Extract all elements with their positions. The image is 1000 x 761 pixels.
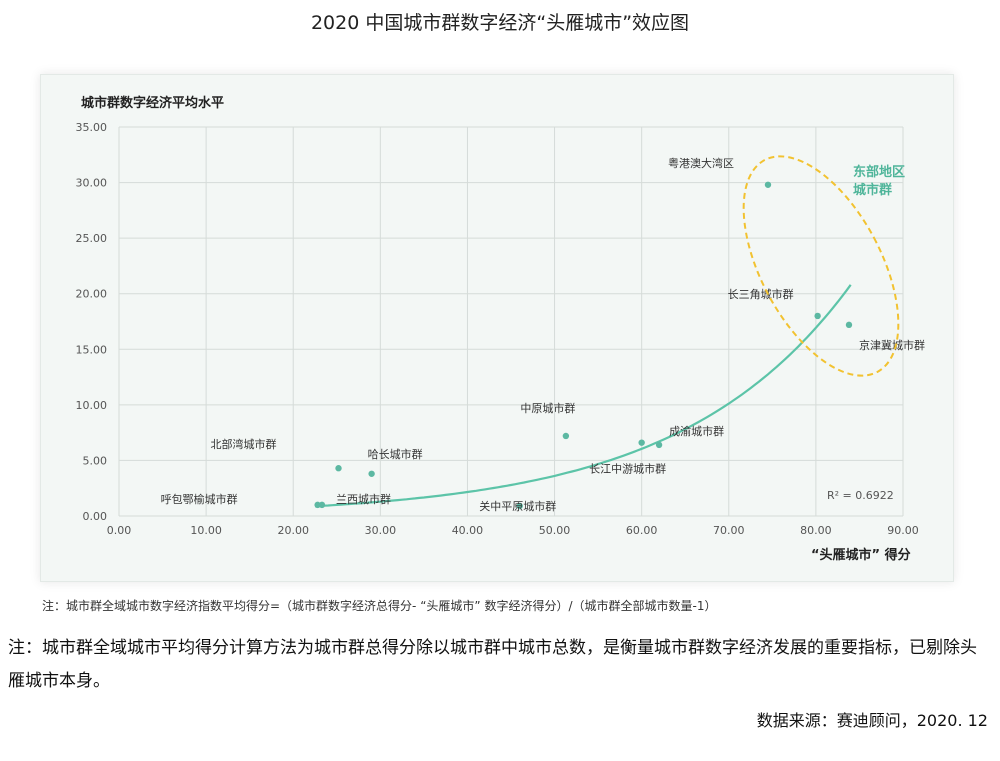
chart-note: 注：城市群全域城市数字经济指数平均得分=（城市群数字经济总得分- “头雁城市” …	[42, 599, 717, 613]
x-tick-label: 50.00	[539, 524, 571, 537]
point-label: 长江中游城市群	[589, 462, 666, 476]
trend-line	[314, 284, 852, 508]
x-tick-label: 40.00	[452, 524, 484, 537]
data-point	[655, 441, 663, 449]
point-label: 兰西城市群	[336, 492, 391, 506]
point-label: 呼包鄂榆城市群	[161, 492, 238, 506]
y-tick-label: 15.00	[76, 343, 108, 356]
tick-layer: 0.00 10.00 20.00 30.00 40.00 50.00 60.00 70.00 8…	[76, 121, 919, 537]
data-point	[562, 432, 570, 440]
y-tick-label: 20.00	[76, 288, 108, 301]
data-point	[638, 439, 645, 446]
data-point	[764, 181, 772, 188]
data-point	[845, 321, 853, 329]
east-region-ellipse	[742, 155, 900, 377]
data-point	[516, 502, 523, 510]
y-tick-label: 5.00	[83, 454, 108, 467]
x-tick-label: 70.00	[713, 524, 745, 537]
data-point	[314, 501, 321, 509]
x-tick-label: 80.00	[800, 524, 832, 537]
page-title: 2020 中国城市群数字经济“头雁城市”效应图	[310, 12, 690, 34]
chart-svg: 0.00 10.00 20.00 30.00 40.00 50.00 60.00 70.00 8…	[76, 95, 925, 563]
x-tick-label: 30.00	[365, 524, 397, 537]
r2-label: R² = 0.6922	[827, 489, 894, 502]
data-point	[335, 465, 342, 472]
east-region-label-line2: 城市群	[853, 182, 892, 198]
y-axis-title: 城市群数字经济平均水平	[81, 95, 224, 111]
point-label: 京津冀城市群	[859, 338, 925, 352]
data-point	[814, 312, 821, 320]
point-label: 成渝城市群	[669, 424, 724, 438]
y-tick-label: 0.00	[83, 510, 108, 523]
y-tick-label: 25.00	[76, 232, 108, 245]
x-axis-title: “头雁城市” 得分	[811, 547, 911, 563]
point-label: 长三角城市群	[728, 287, 794, 301]
point-label: 中原城市群	[520, 401, 575, 415]
x-tick-label: 20.00	[277, 524, 309, 537]
data-point	[368, 470, 375, 477]
point-label: 北部湾城市群	[211, 437, 277, 451]
y-tick-label: 35.00	[76, 121, 108, 134]
point-label: 关中平原城市群	[479, 499, 556, 513]
chart-card: 0.00 10.00 20.00 30.00 40.00 50.00 60.00 70.00 8…	[40, 74, 954, 582]
data-source: 数据来源：赛迪顾问，2020. 12	[756, 711, 988, 730]
y-tick-label: 30.00	[76, 177, 108, 190]
x-tick-label: 0.00	[107, 524, 132, 537]
grid-layer	[118, 126, 904, 517]
point-label: 哈长城市群	[368, 447, 423, 461]
x-tick-label: 10.00	[190, 524, 222, 537]
y-tick-label: 10.00	[76, 399, 108, 412]
x-tick-label: 90.00	[887, 524, 919, 537]
x-tick-label: 60.00	[626, 524, 658, 537]
footnote: 注：城市群全域城市平均得分计算方法为城市群总得分除以城市群中城市总数，是衡量城市…	[8, 638, 977, 691]
point-layer	[314, 181, 853, 510]
east-region-label-line1: 东部地区	[853, 164, 905, 180]
point-label: 粤港澳大湾区	[668, 156, 734, 170]
